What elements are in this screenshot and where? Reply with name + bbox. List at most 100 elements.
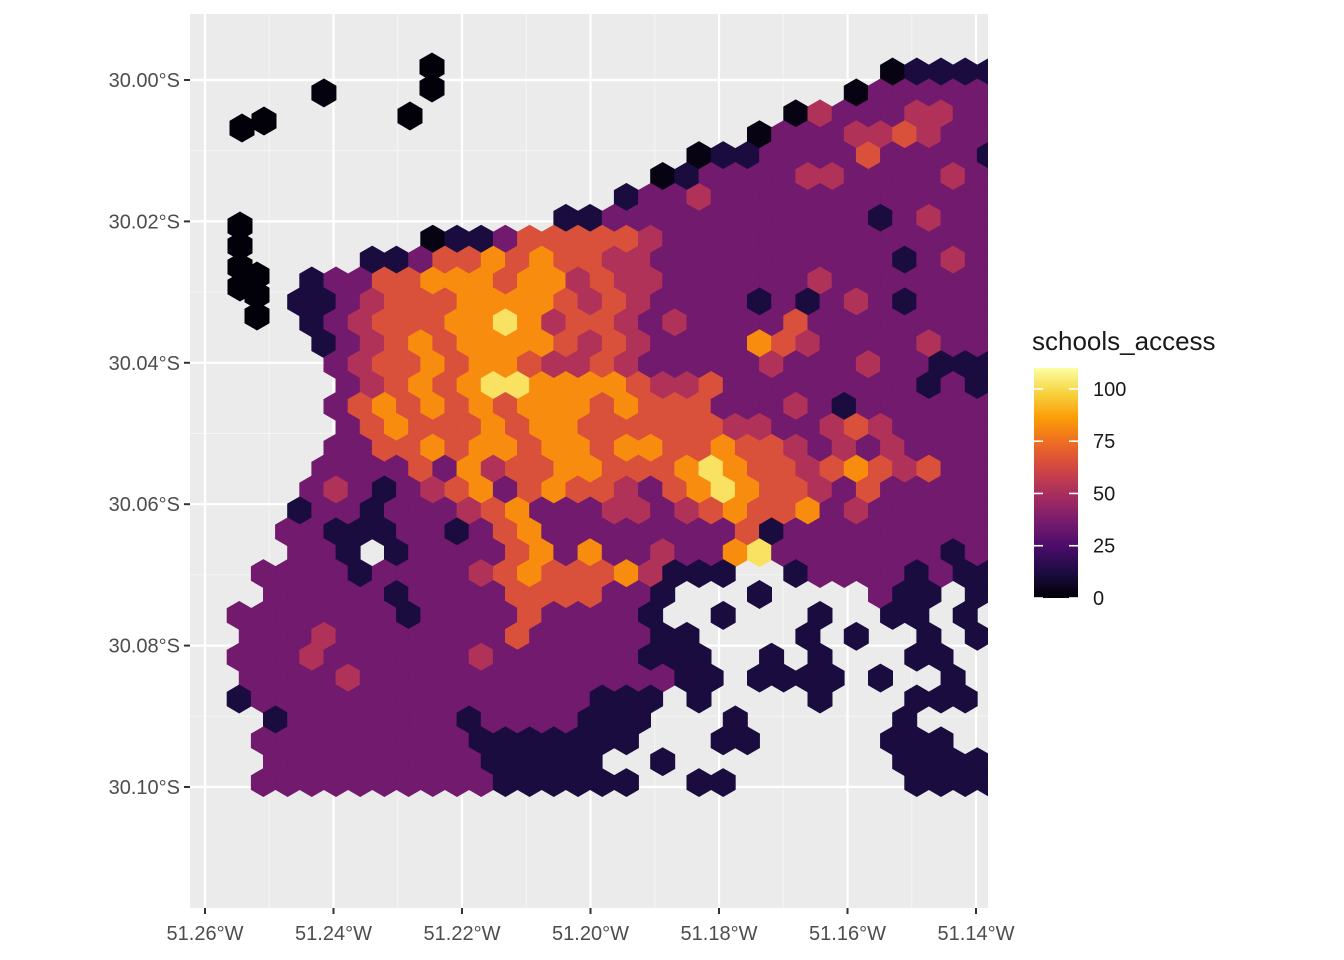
- hexbin-cell: [1026, 685, 1050, 713]
- hexbin-cell: [1135, 121, 1159, 149]
- hexbin-cell: [1062, 246, 1086, 274]
- x-axis: 51.26°W 51.24°W 51.22°W 51.20°W 51.18°W 51.16…: [167, 908, 1015, 945]
- hexbin-cell: [1086, 79, 1110, 107]
- hexbin-cell: [244, 301, 270, 331]
- hexbin-cell: [989, 664, 1013, 692]
- legend: schools_access 100 75 50 25 0: [1032, 326, 1216, 610]
- hexbin-cell: [1014, 246, 1038, 274]
- hexbin-cell: [1086, 246, 1110, 274]
- hexbin-cell: [1038, 748, 1062, 776]
- legend-colorbar: [1034, 368, 1078, 598]
- legend-tick-label: 25: [1093, 536, 1115, 558]
- hexbin-cell: [1098, 100, 1122, 128]
- hexbin-cell: [1159, 162, 1183, 190]
- hexbin-cell: [734, 726, 760, 756]
- hexbin-cell: [1086, 204, 1110, 232]
- hexbin-cell: [1026, 225, 1050, 253]
- hexbin-cell: [1001, 58, 1025, 86]
- hexbin-cell: [1135, 162, 1159, 190]
- hexbin-layer: [226, 52, 1219, 798]
- hexbin-cell: [1001, 392, 1025, 420]
- hexbin-cell: [989, 748, 1013, 776]
- hexbin-cell: [1183, 204, 1207, 232]
- hexbin-cell: [1014, 162, 1038, 190]
- hexbin-cell: [1001, 225, 1025, 253]
- hexbin-cell: [1183, 162, 1207, 190]
- hexbin-cell: [989, 371, 1013, 399]
- hexbin-cell: [1050, 267, 1074, 295]
- hexbin-cell: [686, 684, 712, 714]
- hexbin-cell: [989, 204, 1013, 232]
- hexbin-cell: [1098, 58, 1122, 86]
- hexbin-cell: [1171, 183, 1195, 211]
- hexbin-cell: [1014, 748, 1038, 776]
- hexbin-cell: [1014, 121, 1038, 149]
- hexbin-cell: [1062, 706, 1086, 734]
- hexbin-cell: [1122, 58, 1146, 86]
- y-tick-label: 30.00°S: [109, 70, 180, 92]
- hexbin-cell: [1062, 664, 1086, 692]
- y-tick-label: 30.10°S: [109, 777, 180, 799]
- hexbin-cell: [1122, 183, 1146, 211]
- hexbin-cell: [1026, 58, 1050, 86]
- hexbin-cell: [1098, 183, 1122, 211]
- hexbin-cell: [1014, 79, 1038, 107]
- hexbin-cell: [989, 497, 1013, 525]
- hexbin-cell: [1038, 706, 1062, 734]
- hexbin-cell: [1159, 204, 1183, 232]
- hexbin-cell: [1001, 351, 1025, 379]
- hexbin-cell: [1038, 288, 1062, 316]
- hexbin-cell: [976, 350, 988, 379]
- hexbin-cell: [1074, 100, 1098, 128]
- hexbin-cell: [710, 600, 736, 630]
- hexbin-cell: [989, 121, 1013, 149]
- legend-tick-label: 50: [1093, 483, 1115, 505]
- hexbin-cell: [1001, 769, 1025, 797]
- hexbin-cell: [976, 58, 988, 86]
- hexbin-cell: [1050, 100, 1074, 128]
- hexbin-cell: [1038, 246, 1062, 274]
- hexbin-cell: [1050, 225, 1074, 253]
- hexbin-cell: [1026, 267, 1050, 295]
- hexbin-cell: [1086, 121, 1110, 149]
- hexbin-cell: [976, 392, 988, 421]
- hexbin-cell: [1122, 225, 1146, 253]
- x-tick-label: 51.26°W: [167, 923, 244, 945]
- hexbin-cell: [1038, 121, 1062, 149]
- legend-title: schools_access: [1032, 326, 1216, 356]
- hexbin-cell: [1074, 142, 1098, 170]
- hexbin-cell: [1074, 225, 1098, 253]
- hexbin-cell: [1001, 434, 1025, 462]
- hexbin-cell: [1001, 142, 1025, 170]
- hexbin-cell: [1195, 100, 1219, 128]
- hexbin-cell: [1001, 727, 1025, 755]
- hexbin-cell: [952, 684, 978, 714]
- hexbin-cell: [989, 288, 1013, 316]
- hexbin-cell: [419, 73, 445, 103]
- hexbin-cell: [613, 768, 639, 798]
- hexbin-cell: [1098, 267, 1122, 295]
- hexbin-cell: [1098, 225, 1122, 253]
- hexbin-cell: [1122, 100, 1146, 128]
- hexbin-cell: [1183, 79, 1207, 107]
- y-tick-label: 30.08°S: [109, 636, 180, 658]
- hexbin-cell: [613, 726, 639, 756]
- hexbin-cell: [1171, 100, 1195, 128]
- y-axis: 30.00°S 30.02°S 30.04°S 30.06°S 30.08°S 30.10…: [109, 70, 190, 799]
- hexbin-cell: [976, 267, 988, 295]
- hexbin-cell: [1014, 204, 1038, 232]
- hexbin-cell: [1014, 288, 1038, 316]
- hexbin-cell: [976, 309, 988, 337]
- y-tick-label: 30.04°S: [109, 353, 180, 375]
- hexbin-cell: [1098, 142, 1122, 170]
- hexbin-cell: [976, 100, 988, 128]
- hexbin-cell: [1038, 162, 1062, 190]
- hexbin-cell: [1050, 727, 1074, 755]
- hexbin-cell: [1001, 309, 1025, 337]
- hexbin-cell: [1026, 727, 1050, 755]
- hexbin-cell: [1001, 267, 1025, 295]
- x-tick-label: 51.20°W: [552, 923, 629, 945]
- legend-tick-label: 100: [1093, 379, 1126, 401]
- hexbin-cell: [650, 747, 676, 777]
